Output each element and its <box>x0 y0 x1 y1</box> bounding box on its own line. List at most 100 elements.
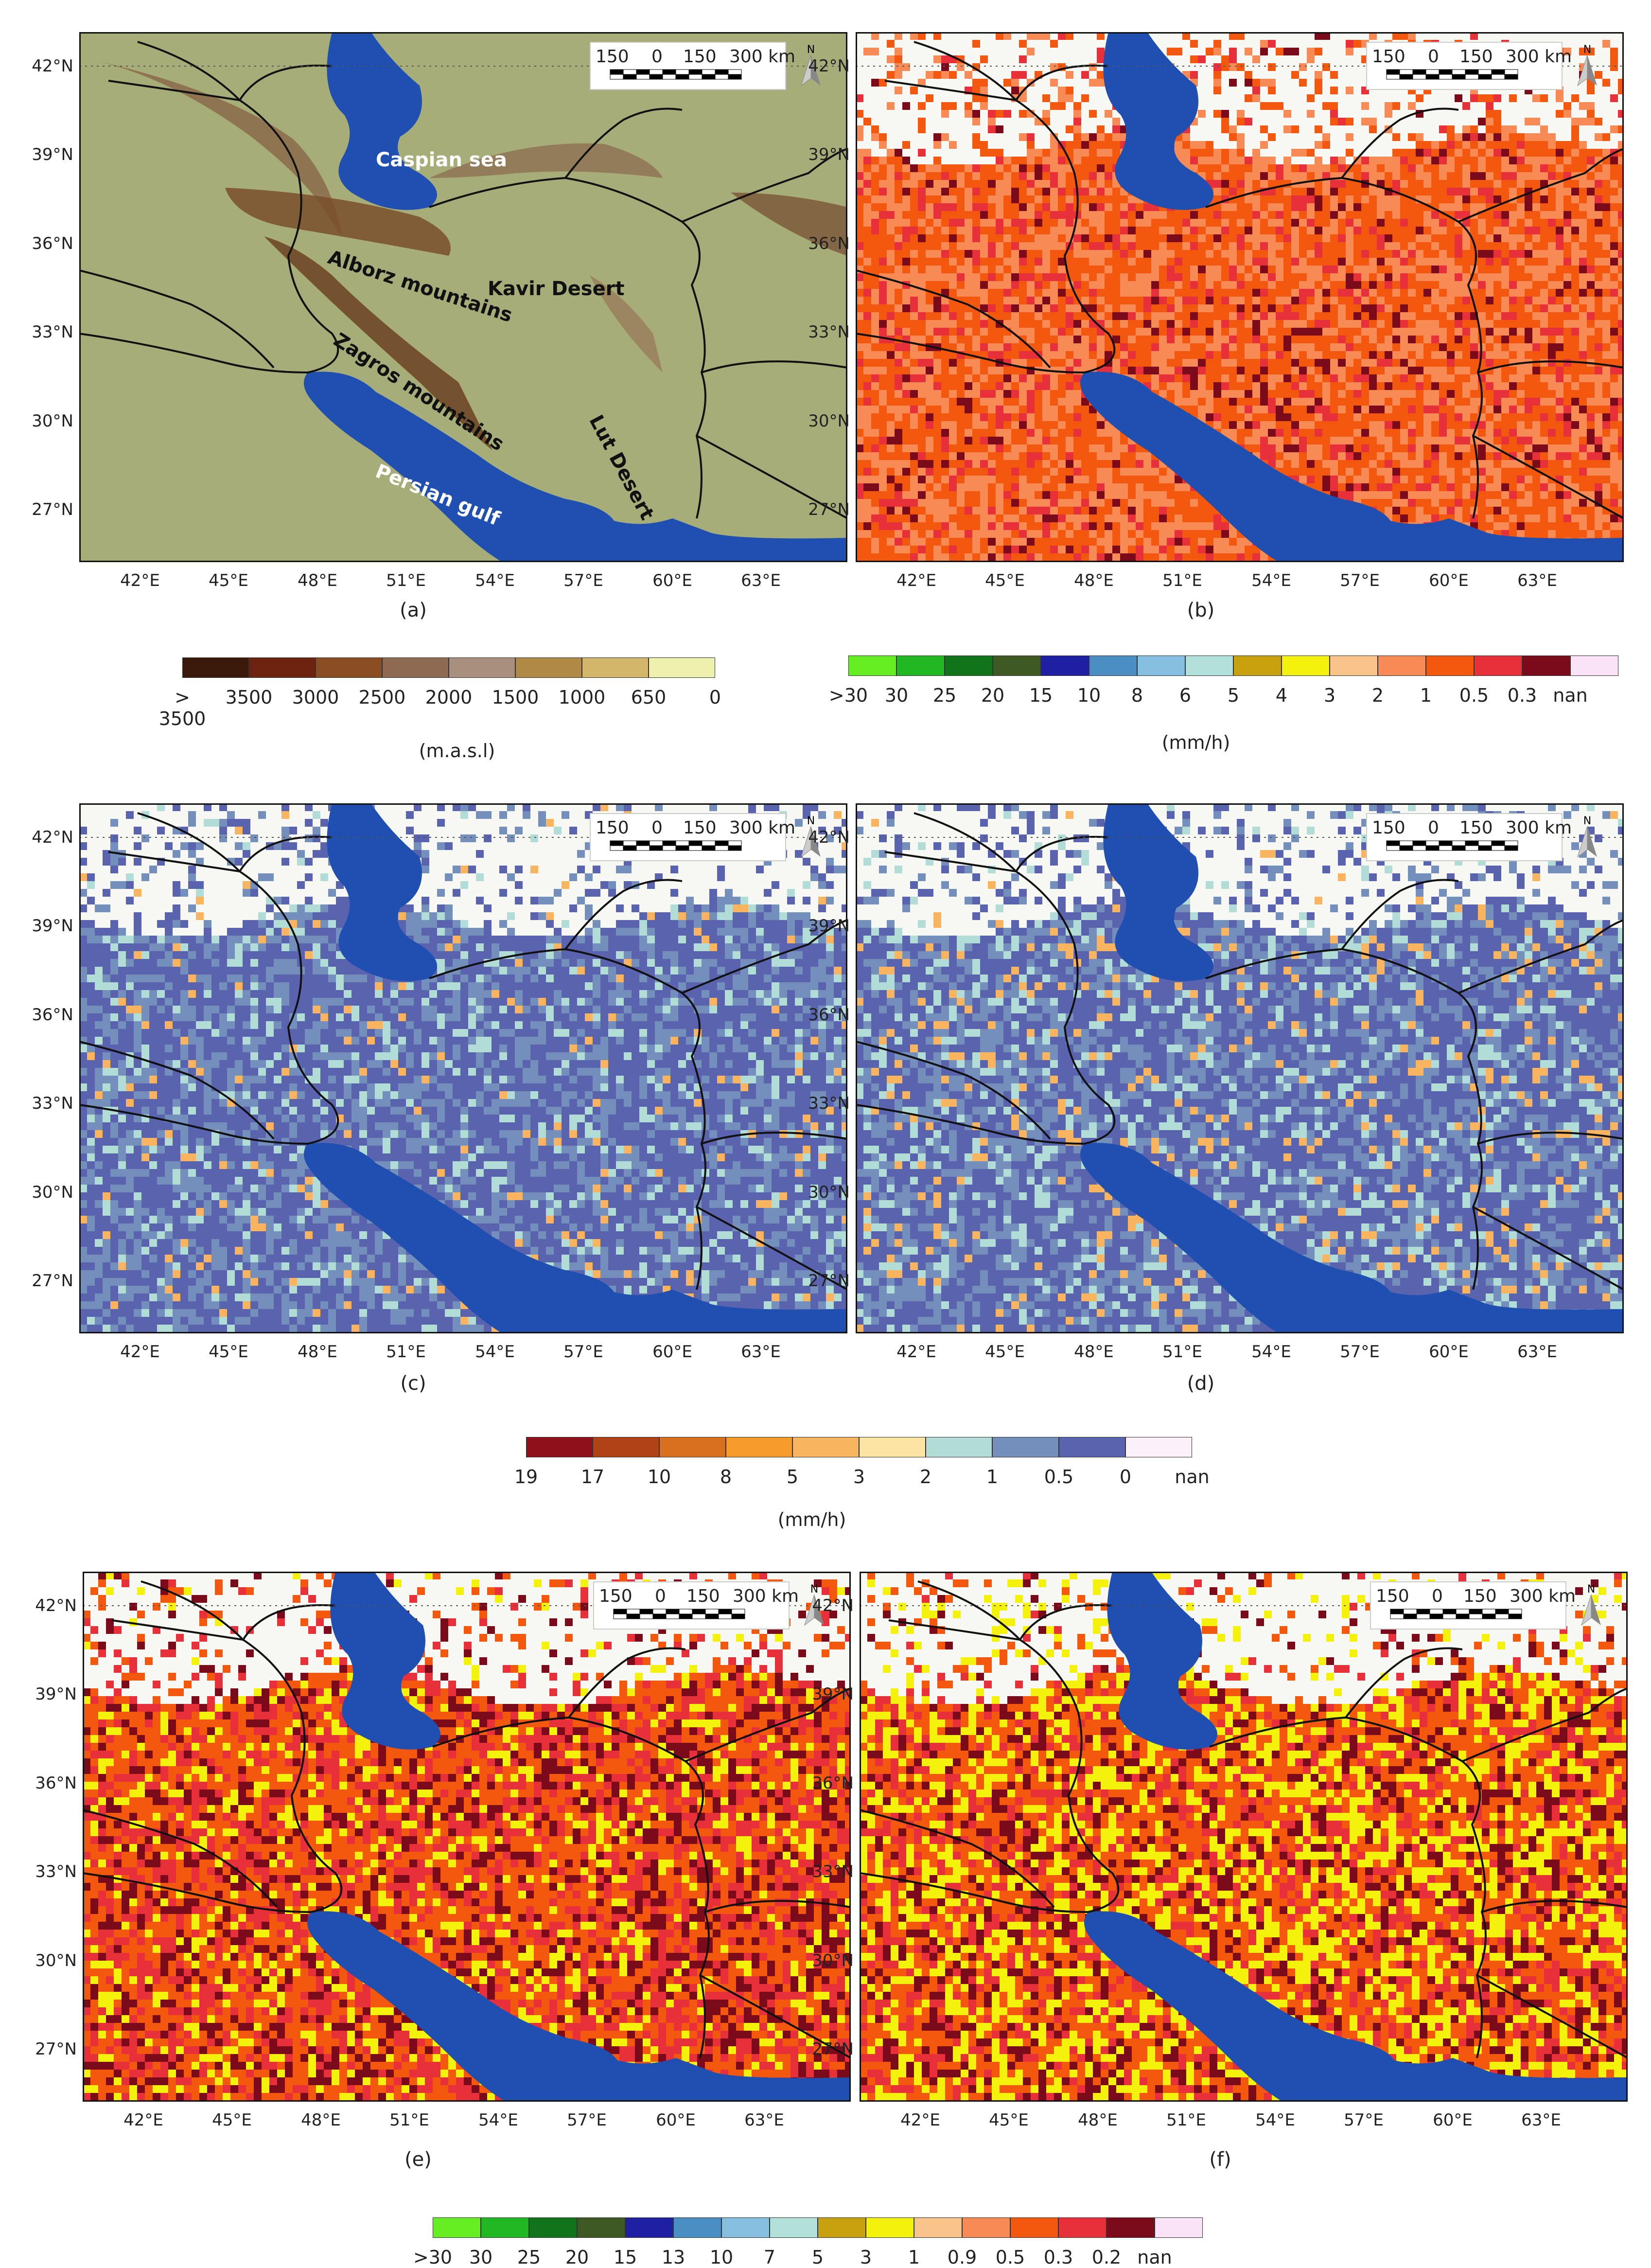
legend-label: nan <box>1163 1466 1221 1488</box>
legend-label: 30 <box>452 2247 510 2268</box>
latitude-tick-label: 30°N <box>23 1951 77 1970</box>
legend-swatch <box>1041 656 1089 676</box>
longitude-tick-label: 57°E <box>1331 1342 1389 1362</box>
legend-label: 0 <box>1096 1466 1155 1488</box>
legend-swatch <box>433 2217 481 2238</box>
north-label: N <box>807 44 815 56</box>
longitude-tick-label: 51°E <box>380 2110 439 2130</box>
legend-swatch <box>481 2217 529 2238</box>
legend-swatch <box>593 1437 659 1457</box>
longitude-tick-label: 51°E <box>1153 571 1212 590</box>
legend-label: 7 <box>740 2247 799 2268</box>
legend-swatch <box>945 656 993 676</box>
map-panel-c: 150 0 150 300 km N <box>79 803 847 1333</box>
north-label: N <box>1583 44 1591 56</box>
latitude-tick-label: 27°N <box>20 1271 73 1291</box>
legend-label: 10 <box>1060 685 1118 706</box>
legend-label: 1000 <box>553 687 611 708</box>
latitude-tick-label: 33°N <box>20 1094 73 1113</box>
latitude-tick-label: 30°N <box>800 1951 854 1970</box>
scale-bar-label: 300 km <box>1510 1586 1576 1606</box>
scale-bar-label: 0 <box>651 818 663 838</box>
longitude-tick-label: 51°E <box>1157 2110 1215 2130</box>
latitude-tick-label: 39°N <box>20 145 73 164</box>
north-label: N <box>1587 1584 1595 1595</box>
legend-label: 0.5 <box>1030 1466 1088 1488</box>
latitude-tick-label: 36°N <box>23 1773 77 1793</box>
legend-label: 2 <box>1349 685 1407 706</box>
longitude-tick-label: 63°E <box>1508 1342 1566 1362</box>
legend-label: 650 <box>619 687 678 708</box>
legend-swatch <box>382 657 449 678</box>
longitude-tick-label: 54°E <box>466 1342 524 1362</box>
legend-swatch <box>1155 2217 1203 2238</box>
scale-bar-label: 0 <box>655 1586 666 1606</box>
legend-swatch <box>926 1437 992 1457</box>
scale-bar-label: 300 km <box>729 47 795 67</box>
legend-label: 3 <box>837 2247 895 2268</box>
panel-label-a: (a) <box>389 599 438 621</box>
latitude-tick-label: 42°N <box>20 56 73 76</box>
scale-bar-graphic <box>1386 840 1518 851</box>
map-canvas <box>79 803 847 1333</box>
legend-swatch <box>316 657 382 678</box>
latitude-tick-label: 30°N <box>796 411 850 431</box>
map-panel-f: 150 0 150 300 km N <box>860 1572 1628 2102</box>
legend-label: 0 <box>686 687 744 708</box>
legend-label: 2500 <box>353 687 411 708</box>
legend-label: 0.3 <box>1029 2247 1088 2268</box>
latitude-tick-label: 39°N <box>796 145 850 164</box>
longitude-tick-label: 48°E <box>288 571 347 590</box>
legend-label: 15 <box>596 2247 654 2268</box>
scale-bar-label: 150 <box>1376 1586 1409 1606</box>
legend-label: nan <box>1541 685 1599 706</box>
longitude-tick-label: 57°E <box>554 1342 613 1362</box>
place-label-caspian: Caspian sea <box>376 149 507 171</box>
longitude-tick-label: 51°E <box>377 1342 435 1362</box>
latitude-tick-label: 27°N <box>796 1271 850 1291</box>
legend-label: 5 <box>763 1466 822 1488</box>
latitude-tick-label: 27°N <box>23 2039 77 2059</box>
legend-label: 3 <box>1300 685 1359 706</box>
legend-swatch <box>1426 656 1474 676</box>
longitude-tick-label: 48°E <box>1065 571 1123 590</box>
longitude-tick-label: 57°E <box>558 2110 616 2130</box>
longitude-tick-label: 42°E <box>891 2110 949 2130</box>
longitude-tick-label: 45°E <box>199 571 258 590</box>
legend-label: 1 <box>963 1466 1021 1488</box>
scale-bar-label: 150 <box>683 818 717 838</box>
panel-label-e: (e) <box>394 2148 442 2171</box>
scale-bar-label: 150 <box>1372 47 1405 67</box>
north-label: N <box>1583 815 1591 827</box>
latitude-tick-label: 30°N <box>20 411 73 431</box>
latitude-tick-label: 36°N <box>20 1005 73 1025</box>
longitude-tick-label: 57°E <box>1331 571 1389 590</box>
longitude-tick-label: 51°E <box>1153 1342 1212 1362</box>
longitude-tick-label: 45°E <box>199 1342 258 1362</box>
latitude-tick-label: 30°N <box>796 1183 850 1202</box>
map-canvas <box>79 32 847 562</box>
legend-swatch <box>1570 656 1618 676</box>
legend-swatch <box>1185 656 1233 676</box>
map-panel-e: 150 0 150 300 km N <box>83 1572 851 2102</box>
legend-swatch <box>866 2217 914 2238</box>
scale-bar-label: 0 <box>1428 818 1439 838</box>
longitude-tick-label: 63°E <box>1512 2110 1570 2130</box>
longitude-tick-label: 54°E <box>466 571 524 590</box>
legend-swatch <box>770 2217 818 2238</box>
legend-label: 6 <box>1156 685 1214 706</box>
longitude-tick-label: 60°E <box>1423 2110 1482 2130</box>
latitude-tick-label: 33°N <box>20 322 73 342</box>
legend-label: 25 <box>500 2247 558 2268</box>
north-arrow-icon: N <box>794 815 828 859</box>
longitude-tick-label: 42°E <box>887 571 946 590</box>
legend-label: 17 <box>563 1466 622 1488</box>
legend-label: 10 <box>692 2247 751 2268</box>
longitude-tick-label: 54°E <box>469 2110 527 2130</box>
legend-label: 25 <box>915 685 974 706</box>
legend-swatch <box>577 2217 625 2238</box>
legend-swatch <box>1010 2217 1058 2238</box>
latitude-tick-label: 27°N <box>800 2039 854 2059</box>
scale-bar: 150 0 150 300 km <box>590 813 795 861</box>
scale-bar-label: 300 km <box>733 1586 799 1606</box>
